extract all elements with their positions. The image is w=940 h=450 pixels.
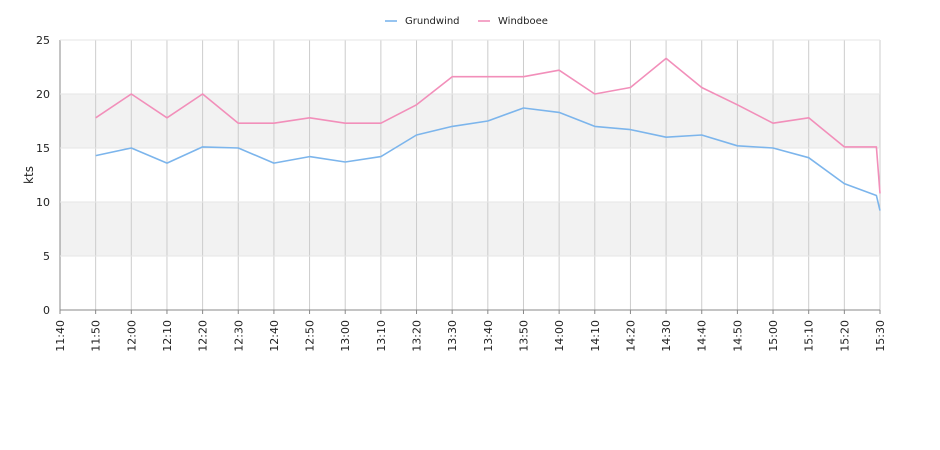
legend-label: Grundwind xyxy=(405,16,460,27)
x-tick-label: 11:40 xyxy=(54,320,67,352)
data-point[interactable] xyxy=(807,157,809,159)
y-tick-label: 5 xyxy=(43,250,50,263)
x-tick-label: 13:50 xyxy=(517,320,530,352)
data-point[interactable] xyxy=(875,146,877,148)
data-point[interactable] xyxy=(772,147,774,149)
y-tick-label: 10 xyxy=(36,196,50,209)
y-tick-label: 0 xyxy=(43,304,50,317)
x-tick-label: 15:00 xyxy=(767,320,780,352)
data-point[interactable] xyxy=(665,136,667,138)
data-point[interactable] xyxy=(487,120,489,122)
data-point[interactable] xyxy=(875,194,877,196)
data-point[interactable] xyxy=(629,128,631,130)
data-point[interactable] xyxy=(558,69,560,71)
data-point[interactable] xyxy=(308,155,310,157)
data-point[interactable] xyxy=(94,117,96,119)
y-tick-label: 25 xyxy=(36,34,50,47)
data-point[interactable] xyxy=(308,117,310,119)
x-tick-label: 12:10 xyxy=(161,320,174,352)
x-tick-label: 12:00 xyxy=(125,320,138,352)
plot-band xyxy=(60,202,880,256)
x-tick-label: 14:10 xyxy=(589,320,602,352)
data-point[interactable] xyxy=(130,147,132,149)
plot-band xyxy=(60,94,880,148)
data-point[interactable] xyxy=(415,104,417,106)
series-line-grundwind[interactable] xyxy=(95,107,881,211)
vertical-gridlines xyxy=(59,40,881,314)
data-point[interactable] xyxy=(166,162,168,164)
data-point[interactable] xyxy=(558,111,560,113)
data-point[interactable] xyxy=(843,146,845,148)
plot-bands xyxy=(60,94,880,256)
data-point[interactable] xyxy=(701,134,703,136)
data-point[interactable] xyxy=(201,146,203,148)
data-point[interactable] xyxy=(772,122,774,124)
data-point[interactable] xyxy=(237,122,239,124)
data-point[interactable] xyxy=(629,86,631,88)
data-point[interactable] xyxy=(736,145,738,147)
data-point[interactable] xyxy=(736,104,738,106)
data-point[interactable] xyxy=(201,93,203,95)
data-point[interactable] xyxy=(594,93,596,95)
data-point[interactable] xyxy=(487,76,489,78)
data-point[interactable] xyxy=(451,76,453,78)
data-point[interactable] xyxy=(879,209,881,211)
data-point[interactable] xyxy=(879,192,881,194)
x-tick-label: 14:20 xyxy=(624,320,637,352)
x-tick-label: 13:40 xyxy=(482,320,495,352)
data-point[interactable] xyxy=(594,125,596,127)
data-point[interactable] xyxy=(843,182,845,184)
x-tick-label: 14:30 xyxy=(660,320,673,352)
data-point[interactable] xyxy=(522,76,524,78)
x-tick-label: 12:50 xyxy=(304,320,317,352)
series-line-windboee[interactable] xyxy=(95,57,881,194)
x-tick-label: 13:20 xyxy=(411,320,424,352)
x-tick-label: 15:10 xyxy=(803,320,816,352)
data-point[interactable] xyxy=(273,122,275,124)
x-tick-label: 13:10 xyxy=(375,320,388,352)
y-tick-label: 15 xyxy=(36,142,50,155)
y-axis-title: kts xyxy=(22,166,36,184)
data-point[interactable] xyxy=(415,134,417,136)
data-point[interactable] xyxy=(130,93,132,95)
x-axis-tick-labels: 11:40 11:50 12:00 12:10 12:20 12:30 12:40 12:50… xyxy=(54,320,887,352)
y-axis-tick-labels: 0 5 10 15 20 25 xyxy=(36,34,50,317)
data-point[interactable] xyxy=(380,122,382,124)
x-tick-label: 12:40 xyxy=(268,320,281,352)
data-point[interactable] xyxy=(237,147,239,149)
data-point[interactable] xyxy=(344,161,346,163)
data-point[interactable] xyxy=(273,162,275,164)
x-tick-label: 13:30 xyxy=(446,320,459,352)
data-point[interactable] xyxy=(380,155,382,157)
y-tick-label: 20 xyxy=(36,88,50,101)
data-point[interactable] xyxy=(166,117,168,119)
x-tick-label: 14:00 xyxy=(553,320,566,352)
data-point[interactable] xyxy=(94,154,96,156)
x-tick-label: 15:20 xyxy=(838,320,851,352)
data-point[interactable] xyxy=(701,86,703,88)
legend[interactable]: Grundwind Windboee xyxy=(385,16,548,27)
x-tick-label: 15:30 xyxy=(874,320,887,352)
data-point[interactable] xyxy=(665,57,667,59)
data-point[interactable] xyxy=(344,122,346,124)
data-point[interactable] xyxy=(807,117,809,119)
legend-label: Windboee xyxy=(498,16,548,27)
data-point[interactable] xyxy=(451,125,453,127)
x-tick-label: 11:50 xyxy=(90,320,103,352)
x-tick-label: 14:40 xyxy=(696,320,709,352)
x-tick-label: 13:00 xyxy=(339,320,352,352)
x-tick-label: 12:30 xyxy=(232,320,245,352)
legend-item-grundwind[interactable]: Grundwind xyxy=(385,16,460,27)
x-tick-label: 14:50 xyxy=(731,320,744,352)
legend-item-windboee[interactable]: Windboee xyxy=(478,16,548,27)
x-tick-label: 12:20 xyxy=(197,320,210,352)
series-layer xyxy=(94,57,881,211)
horizontal-gridlines xyxy=(60,39,880,311)
data-point[interactable] xyxy=(522,107,524,109)
